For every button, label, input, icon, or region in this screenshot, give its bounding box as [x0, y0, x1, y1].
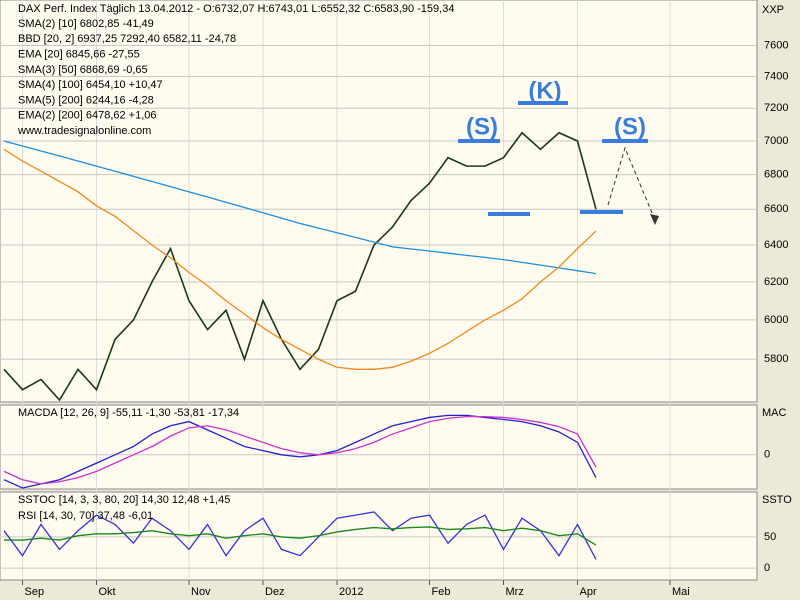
- x-tick-label: Dez: [265, 586, 285, 598]
- x-tick-label: Apr: [580, 586, 597, 598]
- y-tick-label: 50: [764, 531, 776, 543]
- series-line: [3, 414, 597, 489]
- y-tick-label: 0: [764, 562, 770, 574]
- x-tick-label: Mai: [672, 586, 690, 598]
- annotation: (S): [466, 113, 498, 140]
- chart-title: DAX Perf. Index Täglich 13.04.2012 - O:6…: [18, 3, 454, 15]
- stoch-panel: [0, 491, 758, 581]
- panel-title: MACDA [12, 26, 9] -55,11 -1,30 -53,81 -1…: [18, 407, 239, 419]
- series-line: [3, 415, 597, 485]
- price-panel: [0, 0, 758, 403]
- x-tick-label: Sep: [25, 586, 45, 598]
- axis-label: MAC: [762, 407, 787, 419]
- y-tick-label: 0: [764, 449, 770, 461]
- axis-label: XXP: [762, 4, 784, 16]
- indicator-label: SMA(4) [100] 6454,10 +10,47: [18, 79, 163, 91]
- annotation: (S): [614, 113, 646, 140]
- y-tick-label: 7200: [764, 102, 788, 114]
- x-tick-label: Nov: [191, 586, 211, 598]
- x-tick-label: Feb: [432, 586, 451, 598]
- y-tick-label: 6000: [764, 314, 788, 326]
- y-tick-label: 7400: [764, 70, 788, 82]
- series-line: [4, 526, 597, 546]
- series-line: [3, 511, 597, 560]
- y-tick-label: 7000: [764, 135, 788, 147]
- annotation: (K): [528, 77, 561, 104]
- y-tick-label: 6400: [764, 239, 788, 251]
- series-line: [3, 148, 597, 370]
- indicator-label: EMA [20] 6845,66 -27,55: [18, 49, 140, 61]
- indicator-label: BBD [20, 2] 6937,25 7292,40 6582,11 -24,…: [18, 33, 236, 45]
- indicator-label: www.tradesignalonline.com: [17, 125, 151, 137]
- y-tick-label: 5800: [764, 353, 788, 365]
- indicator-label: SMA(5) [200] 6244,16 -4,28: [18, 94, 154, 106]
- panel-subtitle: RSI [14, 30, 70] 37,48 -6,01: [18, 510, 153, 522]
- axis-label: SSTO: [762, 494, 792, 506]
- x-tick-label: Okt: [99, 586, 116, 598]
- projection-arrow: [607, 146, 656, 221]
- y-tick-label: 6600: [764, 203, 788, 215]
- indicator-label: SMA(3) [50] 6868,69 -0,65: [18, 64, 148, 76]
- indicator-label: EMA(2) [200] 6478,62 +1,06: [18, 110, 157, 122]
- panel-title: SSTOC [14, 3, 3, 80, 20] 14,30 12,48 +1,…: [18, 494, 230, 506]
- arrow-head: [650, 214, 659, 225]
- indicator-label: SMA(2) [10] 6802,85 -41,49: [18, 18, 154, 30]
- y-tick-label: 6800: [764, 169, 788, 181]
- y-tick-label: 7600: [764, 39, 788, 51]
- series-line: [3, 140, 597, 275]
- series-line: [3, 131, 597, 402]
- x-tick-label: 2012: [339, 586, 363, 598]
- x-tick-label: Mrz: [506, 586, 524, 598]
- macd-panel: [0, 404, 758, 490]
- y-tick-label: 6200: [764, 276, 788, 288]
